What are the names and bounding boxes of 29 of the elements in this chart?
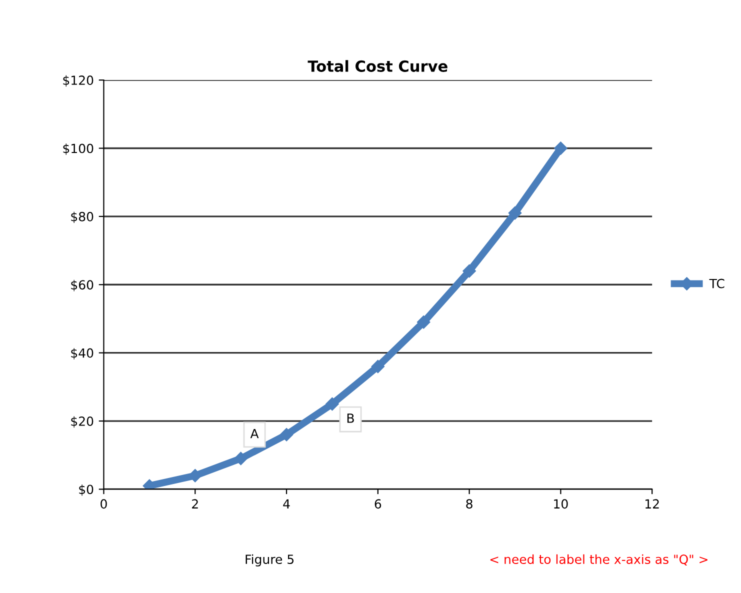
point [234,452,248,466]
annotation: B [347,414,354,423]
point [462,264,476,278]
annotation: A [250,429,259,438]
x-tick-label: 10 [554,499,568,509]
legend-label: TC [709,278,724,288]
caption: Figure 5 [246,554,294,566]
point [417,316,430,329]
point [326,397,339,411]
y-tick-label: $60 [71,280,94,292]
y-tick-label: $80 [71,212,94,224]
x-tick-label: 4 [283,499,290,508]
point [188,469,202,482]
y-tick-label: $0 [79,484,94,496]
x-tick-label: 6 [374,499,382,509]
y-tick-label: $100 [63,144,94,155]
point [508,206,522,220]
x-tick-label: 8 [466,499,472,509]
y-tick-label: $40 [71,348,94,360]
y-tick-label: $20 [71,416,94,428]
chart-title: Total Cost Curve [308,60,448,72]
x-tick-label: 0 [100,499,107,509]
x-tick-label: 2 [192,499,198,508]
point [280,428,294,442]
point [554,142,568,155]
x-tick-label: 12 [646,499,659,508]
text: < need to label the x-axis as "Q" > [490,554,708,566]
y-tick-label: $120 [63,75,94,87]
point [371,360,384,374]
